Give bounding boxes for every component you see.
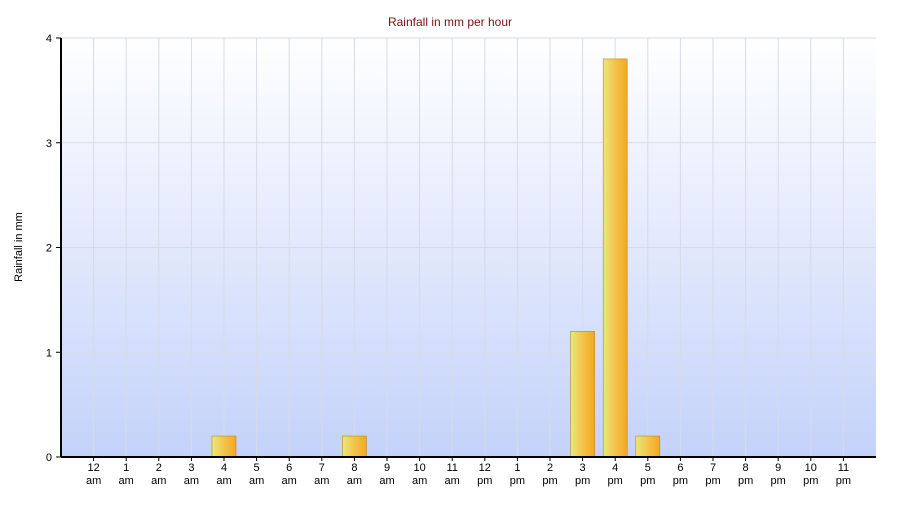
x-tick-label: 2 am [151,462,166,487]
bar [602,58,628,458]
x-tick-label: 1 am [119,462,134,487]
y-tick-label: 3 [46,138,52,150]
x-tick-label: 9 am [379,462,394,487]
x-tick-label: 8 pm [738,462,753,487]
bar [570,330,595,458]
x-tick-label: 5 pm [640,462,655,487]
x-tick-label: 3 am [184,462,199,487]
x-tick-label: 9 pm [771,462,786,487]
x-tick-label: 10 pm [803,462,818,487]
x-tick-label: 1 pm [510,462,525,487]
x-tick-label: 7 pm [705,462,720,487]
y-tick-label: 1 [46,347,52,359]
y-tick-label: 0 [46,452,52,464]
bar [635,435,661,458]
x-tick-label: 10 am [412,462,427,487]
x-tick-label: 8 am [347,462,362,487]
x-tick-label: 6 pm [673,462,688,487]
x-tick-label: 3 pm [575,462,590,487]
y-axis-label: Rainfall in mm [13,212,25,282]
x-tick-label: 11 pm [836,462,851,487]
x-tick-label: 6 am [282,462,297,487]
x-tick-label: 2 pm [542,462,557,487]
chart-title: Rainfall in mm per hour [388,15,512,29]
x-tick-label: 5 am [249,462,264,487]
x-tick-label: 12 pm [477,462,492,487]
bar [211,435,237,458]
y-tick-label: 4 [46,33,52,45]
x-tick-label: 4 pm [608,462,623,487]
x-tick-label: 7 am [314,462,329,487]
x-tick-label: 12 am [86,462,101,487]
y-tick-label: 2 [46,243,52,255]
bar [342,435,367,458]
x-tick-label: 11 am [445,462,460,487]
x-tick-label: 4 am [216,462,231,487]
